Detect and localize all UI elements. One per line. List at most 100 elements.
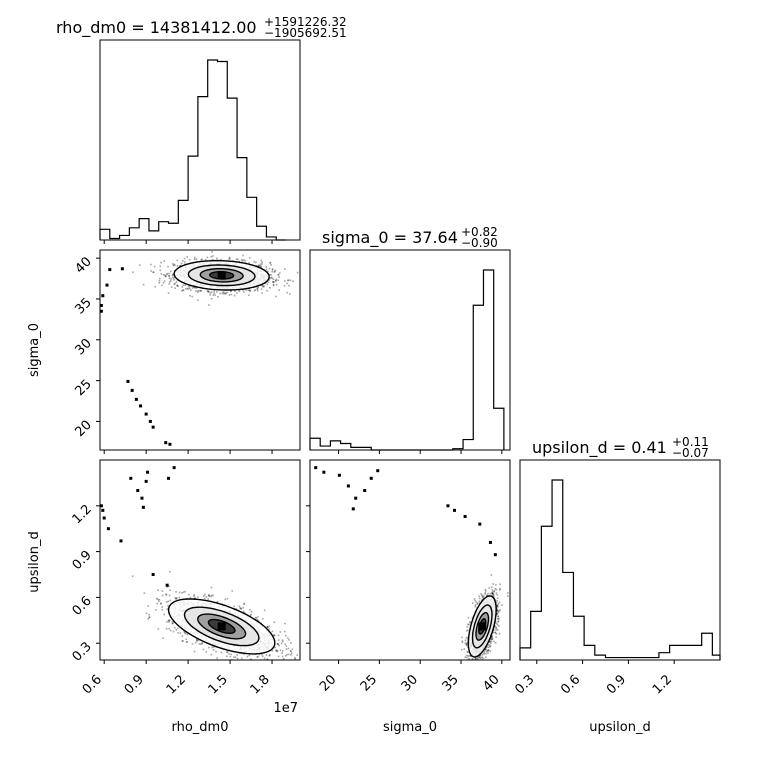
- sigma-upsilon-sample-point: [484, 648, 487, 650]
- sigma-upsilon-sample-point: [496, 612, 499, 615]
- rho-sigma-sample-point: [186, 287, 189, 290]
- rho-sigma-sample-point: [197, 291, 199, 294]
- rho-sigma-sample-point: [284, 268, 286, 271]
- rho-upsilon-sample-point: [195, 638, 198, 640]
- panel-sigma-hist-frame: [309, 249, 511, 451]
- rho-sigma-sample-point: [223, 291, 226, 294]
- sigma-upsilon-sample-point: [479, 657, 482, 659]
- rho-sigma-stray-point-5: [120, 267, 124, 271]
- rho-sigma-sample-point: [170, 270, 172, 273]
- sigma-upsilon-sample-point: [491, 592, 493, 595]
- rho-sigma-sample-point: [183, 261, 186, 263]
- sigma-hist-bar-3: [341, 443, 351, 450]
- rho-sigma-sample-point: [208, 304, 210, 306]
- rho-upsilon-sample-point: [210, 653, 213, 656]
- upsilon-hist-bar-1: [531, 611, 542, 660]
- upsilon-hist-bar-15: [680, 645, 691, 660]
- rho-sigma-sample-point: [200, 259, 203, 261]
- rho-upsilon-sample-point: [231, 659, 233, 660]
- sigma-upsilon-sample-point: [467, 666, 469, 668]
- rho-sigma-sample-point: [269, 262, 271, 264]
- sigma-upsilon-sample-point: [498, 625, 500, 627]
- sigma-upsilon-sample-point: [496, 623, 499, 626]
- rho-sigma-sample-point: [242, 258, 245, 261]
- rho-upsilon-sample-point: [277, 634, 280, 637]
- rho-sigma-sample-point: [170, 286, 173, 288]
- panel-rho-upsilon-frame: [99, 459, 301, 661]
- rho-sigma-sample-point: [212, 258, 214, 261]
- rho-upsilon-sample-point: [255, 617, 258, 619]
- sigma-upsilon-sample-point: [461, 640, 463, 643]
- rho-upsilon-sample-point: [212, 594, 214, 597]
- sigma-upsilon-sample-point: [471, 617, 474, 619]
- sigma-hist-bar-18: [494, 408, 504, 450]
- rho-upsilon-sample-point: [168, 627, 170, 630]
- rho-sigma-sample-point: [188, 259, 191, 261]
- rho-sigma-sample-point: [213, 292, 215, 295]
- rho-sigma-sample-point: [197, 289, 199, 292]
- rho-upsilon-sample-point: [145, 612, 148, 615]
- sigma-upsilon-sample-point: [475, 657, 477, 660]
- rho-sigma-sample-point: [186, 255, 189, 258]
- sigma-upsilon-sample-point: [473, 659, 476, 660]
- rho-upsilon-sample-point: [178, 591, 181, 594]
- rho-upsilon-sample-point: [207, 598, 210, 600]
- rho-upsilon-sample-point: [156, 598, 159, 601]
- rho-sigma-sample-point: [182, 289, 184, 291]
- sigma-upsilon-sample-point: [487, 592, 489, 595]
- sigma-upsilon-sample-point: [470, 655, 472, 658]
- rho-sigma-sample-point: [188, 285, 190, 288]
- rho-upsilon-sample-point: [168, 585, 170, 588]
- rho-upsilon-sample-point: [281, 655, 284, 658]
- sigma-upsilon-sample-point: [494, 626, 496, 628]
- rho-sigma-sample-point: [235, 258, 238, 260]
- rho-upsilon-sample-point: [281, 640, 284, 643]
- rho-sigma-sample-point: [193, 256, 196, 259]
- sigma-upsilon-sample-point: [476, 603, 479, 605]
- rho-upsilon-sample-point: [256, 618, 259, 621]
- title-rho-dm0: rho_dm0 = 14381412.00: [56, 18, 257, 38]
- rho-upsilon-sample-point: [193, 597, 196, 600]
- rho-sigma-sample-point: [201, 258, 203, 260]
- sigma-upsilon-sample-point: [467, 623, 469, 626]
- rho-hist-bar-10: [198, 97, 208, 240]
- sigma-upsilon-sample-point: [493, 640, 495, 643]
- upsilon-hist-bar-2: [541, 526, 552, 660]
- sigma-upsilon-sample-point: [473, 659, 475, 660]
- rho-sigma-sample-point: [230, 293, 233, 296]
- rho-upsilon-sample-point: [169, 570, 171, 573]
- rho-sigma-sample-point: [253, 289, 256, 292]
- rho-sigma-sample-point: [275, 283, 278, 286]
- sigma-upsilon-sample-point: [486, 594, 488, 597]
- rho-sigma-sample-point: [278, 289, 280, 291]
- rho-sigma-sample-point: [189, 287, 191, 290]
- sigma-upsilon-sample-point: [499, 583, 502, 586]
- rho-upsilon-sample-point: [285, 662, 287, 664]
- sigma-upsilon-sample-point: [483, 651, 485, 654]
- rho-upsilon-sample-point: [172, 630, 175, 633]
- rho-sigma-sample-point: [197, 299, 199, 301]
- rho-upsilon-sample-point: [250, 611, 253, 613]
- sigma-upsilon-sample-point: [474, 656, 477, 659]
- sigma-upsilon-sample-point: [469, 621, 472, 624]
- rho-sigma-sample-point: [289, 279, 292, 282]
- rho-hist-bar-14: [237, 158, 247, 240]
- sigma-upsilon-sample-point: [461, 641, 464, 644]
- sigma-upsilon-sample-point: [467, 616, 470, 619]
- rho-sigma-sample-point: [210, 291, 213, 293]
- rho-upsilon-sample-point: [243, 602, 246, 605]
- rho-sigma-stray-point-12: [151, 425, 155, 429]
- rho-upsilon-peak: [217, 622, 226, 631]
- sigma-upsilon-sample-point: [471, 658, 474, 660]
- rho-hist-bar-7: [169, 223, 179, 240]
- sigma-upsilon-sample-point: [487, 648, 490, 651]
- rho-sigma-sample-point: [264, 282, 267, 285]
- rho-sigma-sample-point: [228, 258, 230, 261]
- rho-upsilon-sample-point: [276, 650, 279, 653]
- rho-sigma-sample-point: [261, 261, 263, 264]
- rho-sigma-sample-point: [167, 292, 170, 294]
- rho-hist-bar-13: [227, 98, 237, 240]
- rho-sigma-sample-point: [171, 276, 174, 278]
- rho-upsilon-sample-point: [171, 621, 174, 623]
- sigma-upsilon-sample-point: [475, 601, 477, 603]
